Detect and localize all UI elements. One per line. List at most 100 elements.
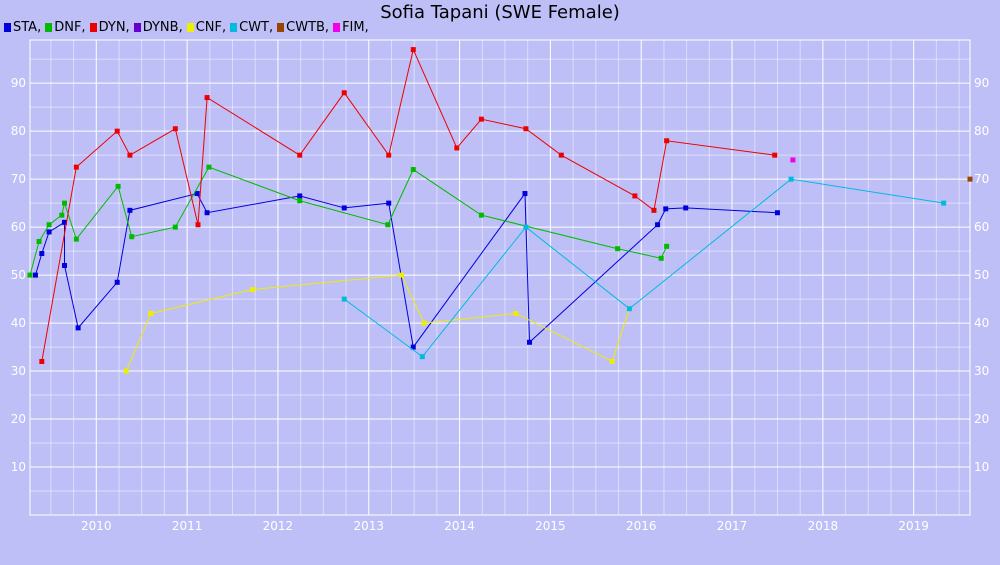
legend-item-dynb: DYNB, xyxy=(133,20,183,35)
data-point xyxy=(59,212,65,218)
x-tick-label: 2012 xyxy=(263,519,294,533)
legend-item-cwtb: CWTB, xyxy=(277,20,329,35)
data-point xyxy=(46,229,52,235)
data-point xyxy=(941,200,947,206)
data-point xyxy=(46,222,52,228)
series-line xyxy=(343,178,944,358)
data-point xyxy=(478,116,484,122)
legend-label: DYN, xyxy=(98,20,130,35)
data-point xyxy=(297,193,303,199)
y-tick-label-left: 30 xyxy=(11,364,26,378)
y-tick-label-left: 50 xyxy=(11,268,26,282)
data-point xyxy=(297,152,303,158)
y-tick-label-right: 80 xyxy=(974,124,989,138)
data-point xyxy=(788,176,794,182)
series-dyn xyxy=(39,47,778,364)
y-tick-label-left: 10 xyxy=(11,460,26,474)
data-point xyxy=(967,176,973,182)
y-tick-label-right: 20 xyxy=(974,412,989,426)
data-point xyxy=(615,246,621,252)
data-point xyxy=(36,239,42,245)
data-point xyxy=(127,207,133,213)
data-point xyxy=(683,205,689,211)
y-tick-label-right: 30 xyxy=(974,364,989,378)
data-point xyxy=(148,310,154,316)
series-line xyxy=(34,192,778,349)
data-point xyxy=(558,152,564,158)
data-point xyxy=(127,152,133,158)
x-tick-label: 2010 xyxy=(81,519,112,533)
chart-title: Sofia Tapani (SWE Female) xyxy=(380,2,620,23)
data-point xyxy=(655,222,661,228)
legend-item-cwt: CWT, xyxy=(230,20,273,35)
y-tick-label-left: 90 xyxy=(11,76,26,90)
data-point xyxy=(39,251,45,257)
data-point xyxy=(123,368,129,374)
data-point xyxy=(632,193,638,199)
legend-label: DYNB, xyxy=(142,20,183,35)
legend-label: CWT, xyxy=(239,20,274,35)
data-point xyxy=(410,167,416,173)
data-point xyxy=(386,200,392,206)
legend-label: FIM, xyxy=(342,20,369,35)
series-line xyxy=(125,274,630,372)
series-line xyxy=(29,166,668,276)
data-point xyxy=(385,222,391,228)
legend-swatch xyxy=(230,23,238,32)
data-point xyxy=(194,191,200,197)
data-point xyxy=(114,279,120,285)
data-point xyxy=(73,236,79,242)
data-point xyxy=(522,191,528,197)
x-tick-label: 2017 xyxy=(717,519,748,533)
legend-item-fim: FIM, xyxy=(333,20,369,35)
data-point xyxy=(609,358,615,364)
y-tick-label-right: 90 xyxy=(974,76,989,90)
data-point xyxy=(27,272,33,278)
data-point xyxy=(206,164,212,170)
data-point xyxy=(62,200,68,206)
legend-swatch xyxy=(277,23,285,32)
data-point xyxy=(32,272,38,278)
data-point xyxy=(664,243,670,249)
x-tick-label: 2013 xyxy=(353,519,384,533)
plot-frame xyxy=(29,39,971,516)
series-fim xyxy=(790,157,796,163)
data-point xyxy=(341,90,347,96)
y-tick-label-right: 60 xyxy=(974,220,989,234)
data-point xyxy=(421,320,427,326)
x-tick-label: 2015 xyxy=(535,519,566,533)
y-tick-label-right: 70 xyxy=(974,172,989,186)
legend-item-dyn: DYN, xyxy=(89,20,130,35)
data-point xyxy=(386,152,392,158)
data-point xyxy=(75,325,81,331)
series-sta xyxy=(32,191,780,350)
data-point xyxy=(523,126,529,132)
y-tick-label-left: 40 xyxy=(11,316,26,330)
legend-label: CWTB, xyxy=(286,20,330,35)
legend-swatch xyxy=(333,23,341,32)
data-point xyxy=(62,219,68,225)
data-point xyxy=(410,344,416,350)
data-point xyxy=(39,358,45,364)
x-tick-label: 2016 xyxy=(626,519,657,533)
data-point xyxy=(172,224,178,230)
legend-item-cnf: CNF, xyxy=(186,20,226,35)
data-point xyxy=(658,255,664,261)
x-tick-label: 2019 xyxy=(898,519,929,533)
data-point xyxy=(114,128,120,134)
data-point xyxy=(664,138,670,144)
y-tick-label-left: 70 xyxy=(11,172,26,186)
data-point xyxy=(454,145,460,151)
x-tick-label: 2014 xyxy=(444,519,475,533)
data-point xyxy=(527,339,533,345)
data-point xyxy=(250,286,256,292)
y-tick-label-left: 80 xyxy=(11,124,26,138)
legend-swatch xyxy=(186,23,194,32)
y-tick-label-left: 60 xyxy=(11,220,26,234)
legend-swatch xyxy=(133,23,141,32)
data-point xyxy=(115,183,121,189)
data-point xyxy=(523,224,529,230)
legend-swatch xyxy=(45,23,53,32)
data-point xyxy=(129,234,135,240)
